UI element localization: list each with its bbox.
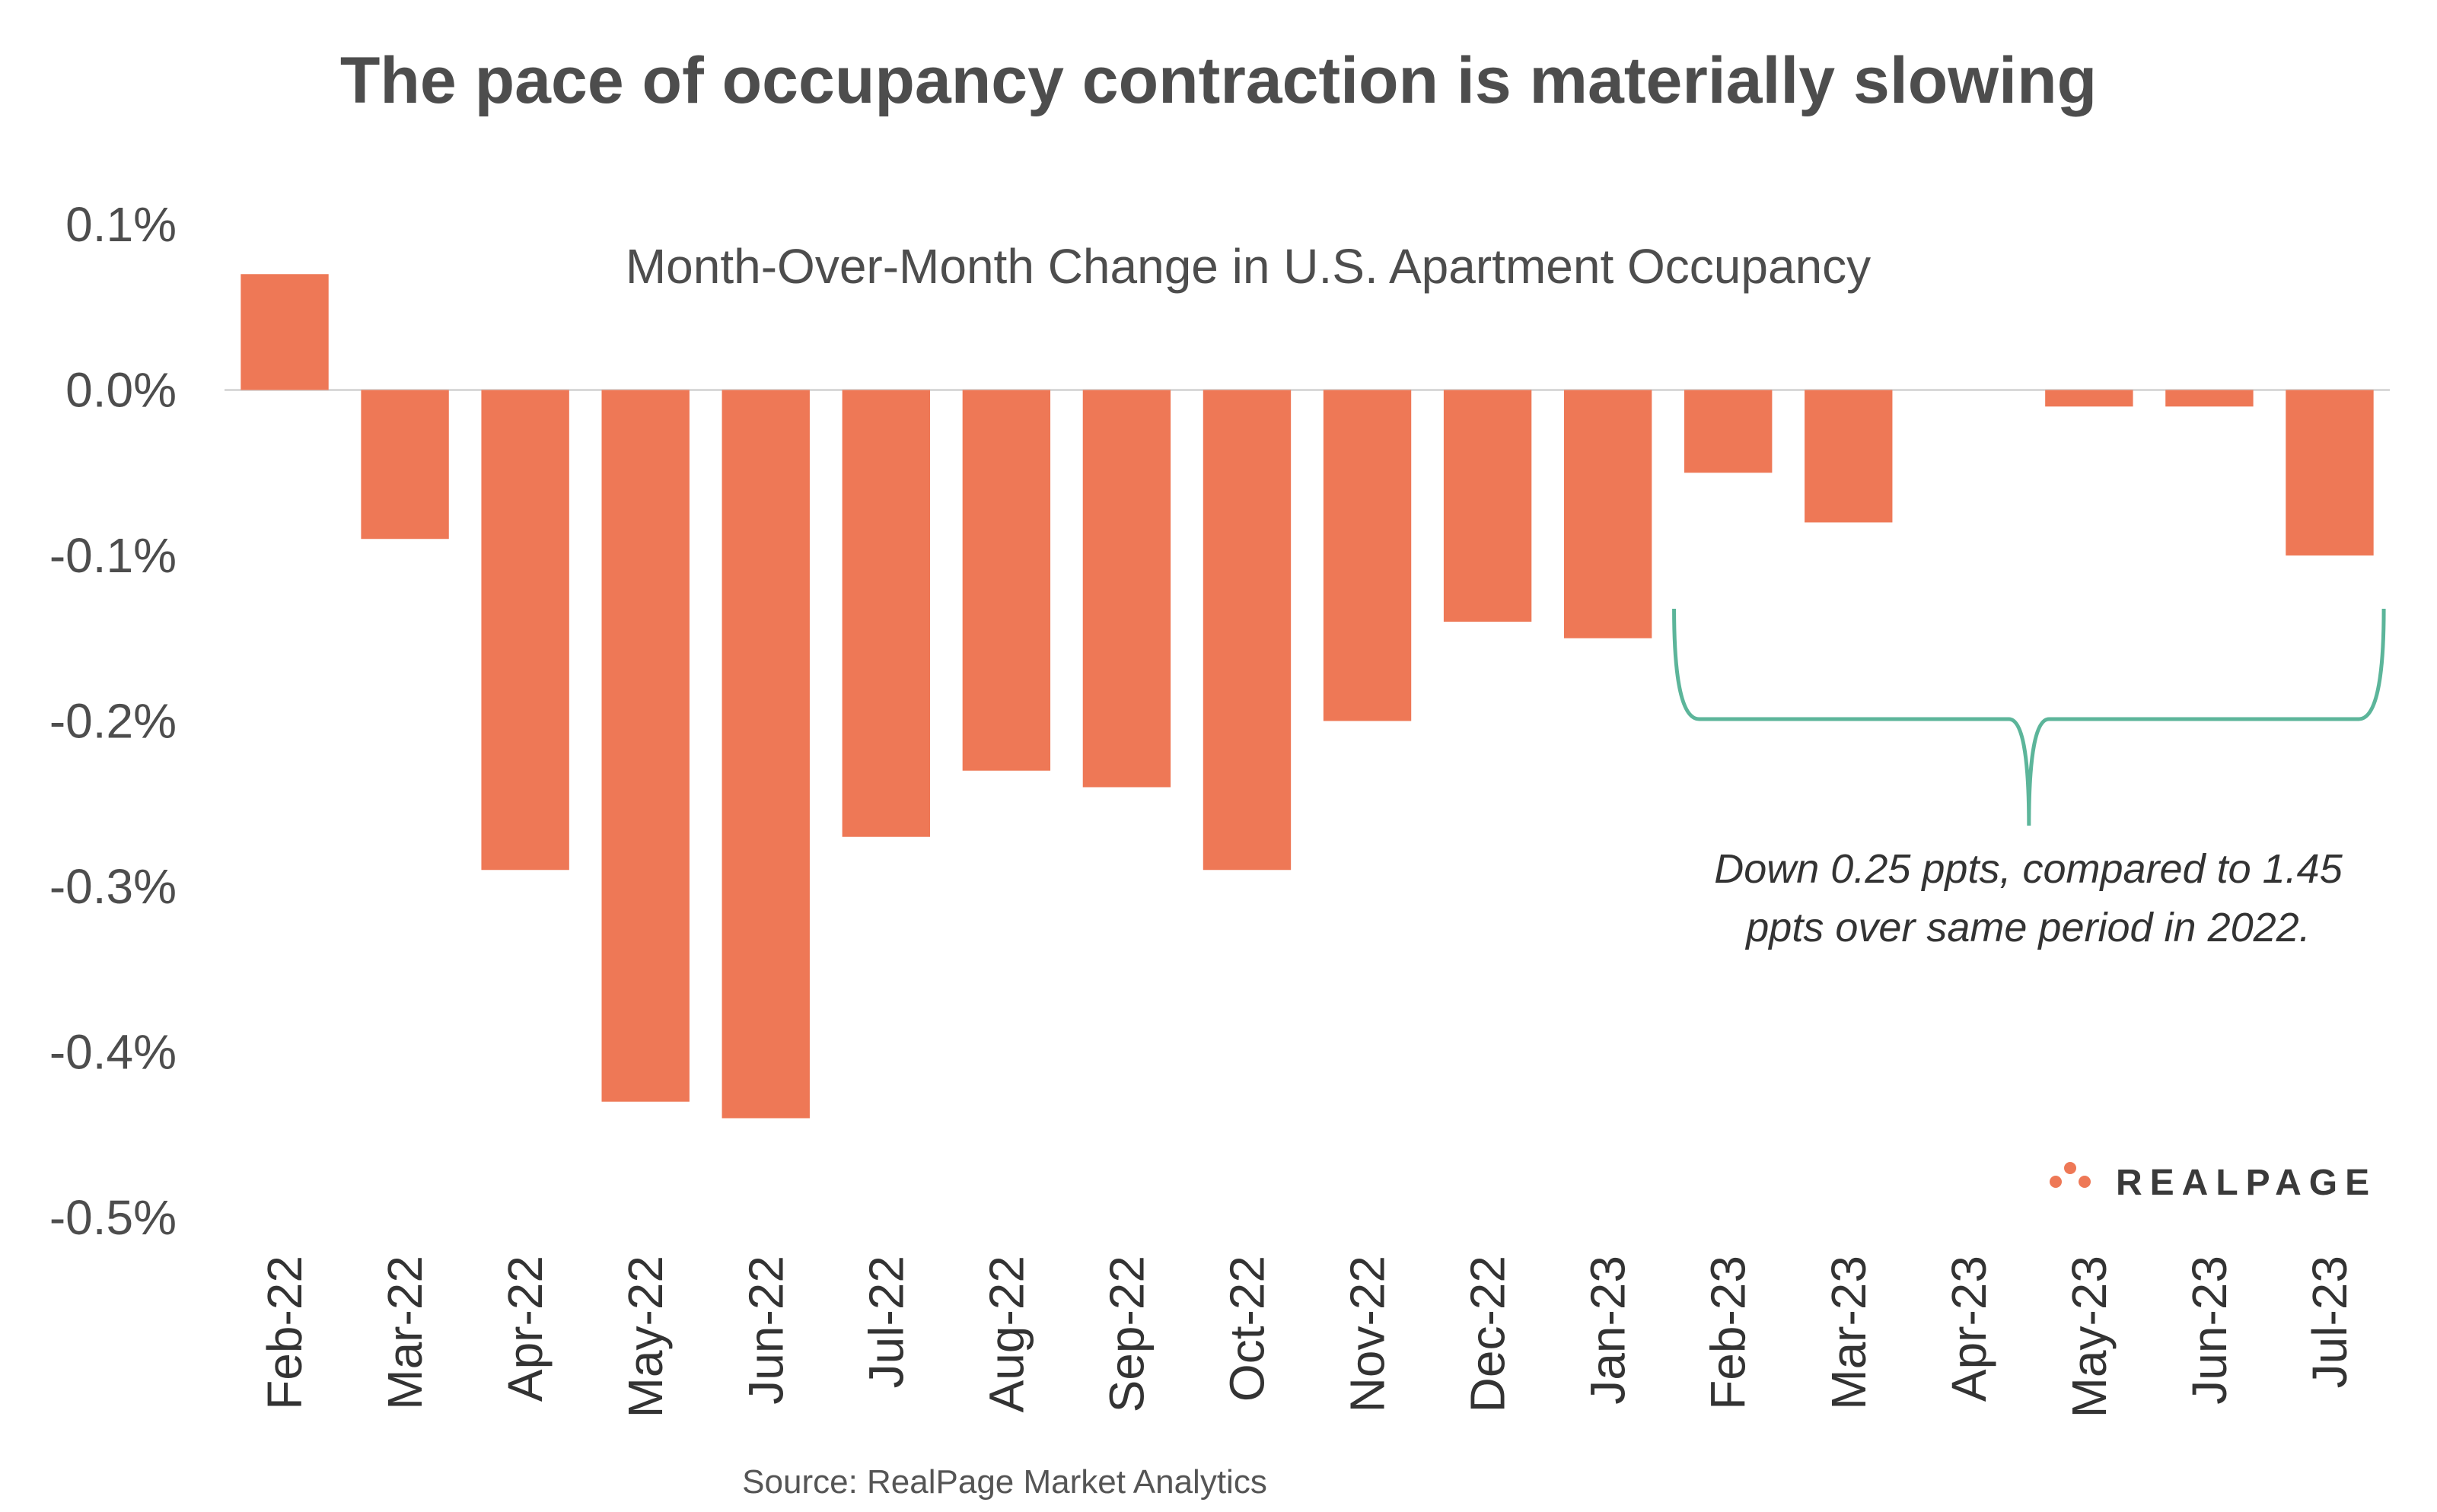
logo-dot-icon [2050, 1176, 2062, 1188]
bar-may-23 [2045, 390, 2133, 407]
x-tick-label: Sep-22 [1099, 1256, 1154, 1412]
x-tick-label: Jun-22 [738, 1256, 793, 1405]
x-tick-label: Mar-23 [1821, 1256, 1876, 1410]
y-tick-label: 0.1% [65, 197, 177, 252]
x-tick-label: May-22 [618, 1256, 673, 1418]
y-axis: 0.1% 0.0% -0.1% -0.2% -0.3% -0.4% -0.5% [49, 197, 177, 1245]
bar-may-22 [601, 390, 690, 1102]
x-tick-label: Aug-22 [979, 1256, 1034, 1412]
bar-jun-22 [722, 390, 810, 1119]
bar-mar-22 [361, 390, 449, 540]
bar-feb-23 [1684, 390, 1773, 473]
logo-wordmark: REALPAGE [2116, 1163, 2377, 1203]
annotation-brace [1672, 608, 2386, 826]
y-tick-label: -0.1% [49, 528, 177, 583]
bar-jun-23 [2165, 390, 2254, 407]
x-tick-label: Dec-22 [1461, 1256, 1515, 1412]
bar-feb-22 [241, 274, 329, 390]
annotation-line-1: Down 0.25 ppts, compared to 1.45 [1714, 846, 2343, 892]
x-tick-label: Jul-23 [2302, 1256, 2357, 1388]
y-tick-label: -0.3% [49, 859, 177, 914]
x-tick-label: Jul-22 [859, 1256, 913, 1388]
bar-jan-23 [1563, 390, 1652, 638]
bar-oct-22 [1203, 390, 1292, 871]
chart-source: Source: RealPage Market Analytics [742, 1463, 1267, 1501]
realpage-logo: REALPAGE [2050, 1162, 2377, 1203]
bar-dec-22 [1443, 390, 1532, 622]
x-tick-label: Mar-22 [377, 1256, 432, 1410]
bar-apr-22 [481, 390, 569, 871]
x-tick-label: May-23 [2062, 1256, 2117, 1418]
y-tick-label: -0.4% [49, 1025, 177, 1080]
bar-aug-22 [962, 390, 1051, 771]
x-tick-label: Feb-23 [1701, 1256, 1756, 1410]
bars [241, 274, 2374, 1119]
bar-sep-22 [1082, 390, 1171, 788]
y-tick-label: -0.2% [49, 694, 177, 749]
chart-title: The pace of occupancy contraction is mat… [340, 44, 2097, 117]
y-tick-label: 0.0% [65, 363, 177, 418]
y-tick-label: -0.5% [49, 1190, 177, 1245]
x-tick-label: Feb-22 [257, 1256, 312, 1410]
annotation-line-2: ppts over same period in 2022. [1744, 905, 2310, 950]
bar-mar-23 [1805, 390, 1893, 523]
logo-dot-icon [2079, 1176, 2091, 1188]
bar-jul-23 [2286, 390, 2374, 555]
bar-nov-22 [1323, 390, 1412, 721]
x-axis: Feb-22 Mar-22 Apr-22 May-22 Jun-22 Jul-22 Aug-… [257, 1256, 2357, 1418]
bar-jul-22 [842, 390, 930, 837]
x-tick-label: Nov-22 [1340, 1256, 1395, 1412]
logo-dot-icon [2064, 1162, 2076, 1174]
x-tick-label: Apr-23 [1942, 1256, 1996, 1402]
x-tick-label: Oct-22 [1219, 1256, 1274, 1402]
x-tick-label: Jan-23 [1581, 1256, 1636, 1405]
x-tick-label: Jun-23 [2182, 1256, 2237, 1405]
x-tick-label: Apr-22 [498, 1256, 553, 1402]
chart-subtitle: Month-Over-Month Change in U.S. Apartmen… [626, 239, 1871, 294]
